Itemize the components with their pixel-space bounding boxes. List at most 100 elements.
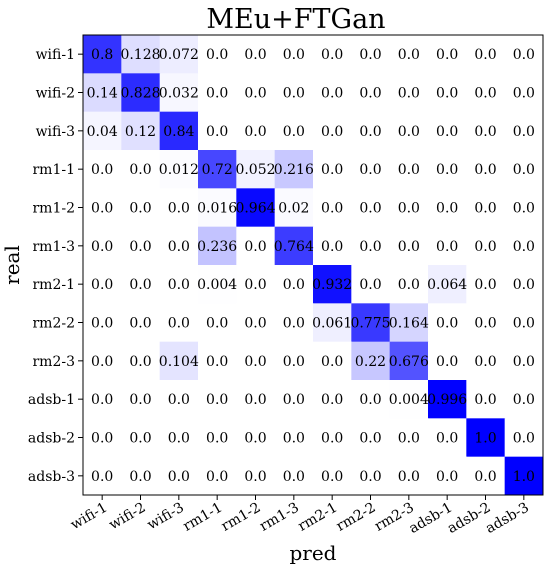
heatmap-cell [236, 35, 276, 74]
heatmap-cell [428, 150, 467, 189]
cell-value-label: 0.04 [87, 124, 118, 140]
heatmap-cell [83, 35, 122, 74]
heatmap-cell [159, 150, 199, 189]
cell-value-label: 0.0 [398, 47, 420, 63]
cell-value-label: 0.0 [244, 124, 266, 140]
heatmap-cell [198, 188, 237, 228]
cell-value-label: 0.14 [87, 86, 118, 102]
heatmap-cell [198, 303, 237, 343]
heatmap-cell [159, 111, 199, 151]
x-tick-label: adsb-3 [483, 500, 532, 537]
cell-value-label: 0.0 [283, 316, 305, 332]
cell-value-label: 0.0 [91, 354, 113, 370]
heatmap-cell [159, 303, 199, 343]
heatmap-cell [466, 35, 506, 74]
heatmap-cell [428, 226, 467, 266]
heatmap-cell [159, 226, 199, 266]
heatmap-cell [159, 380, 199, 419]
cell-value-label: 0.0 [91, 162, 113, 178]
heatmap-cell [428, 380, 467, 419]
cell-value-label: 0.072 [159, 47, 199, 63]
cell-value-label: 0.0 [513, 316, 535, 332]
heatmap-cell [236, 341, 276, 381]
cell-value-label: 0.0 [321, 239, 343, 255]
heatmap-cell [351, 341, 391, 381]
heatmap-cell [236, 226, 276, 266]
heatmap-cell [466, 188, 506, 228]
x-tick-label: wifi-3 [145, 500, 187, 534]
heatmap-cell [159, 418, 199, 458]
y-tick-label: wifi-3 [36, 124, 75, 140]
cell-value-label: 0.0 [91, 316, 113, 332]
y-tick-label: rm2-3 [32, 354, 75, 370]
cell-value-label: 0.0 [321, 162, 343, 178]
heatmap-cell [83, 150, 122, 189]
y-tick-label: rm2-1 [32, 277, 75, 293]
heatmap-cell [236, 418, 276, 458]
heatmap-cell [504, 150, 544, 189]
cell-value-label: 0.0 [398, 239, 420, 255]
cell-value-label: 0.0 [244, 239, 266, 255]
heatmap-cell [159, 341, 199, 381]
cell-value-label: 0.0 [513, 162, 535, 178]
heatmap-cell [274, 188, 314, 228]
cell-value-label: 0.0 [244, 469, 266, 485]
heatmap-cell [504, 73, 544, 113]
cell-value-label: 0.0 [91, 392, 113, 408]
y-tick-label: adsb-1 [28, 392, 75, 408]
cell-value-label: 0.0 [283, 392, 305, 408]
cell-value-label: 1.0 [474, 431, 496, 447]
cell-value-label: 0.0 [359, 162, 381, 178]
heatmap-cell [274, 380, 314, 419]
heatmap-cell [466, 111, 506, 151]
cell-value-label: 0.0 [168, 277, 190, 293]
heatmap-cell [504, 418, 544, 458]
heatmap-cell [313, 380, 352, 419]
cell-value-label: 0.0 [244, 392, 266, 408]
cell-value-label: 0.104 [159, 354, 199, 370]
heatmap-cell [313, 456, 352, 496]
cell-value-label: 0.0 [321, 86, 343, 102]
cell-value-label: 0.0 [206, 124, 228, 140]
cell-value-label: 0.0 [91, 239, 113, 255]
heatmap-cell [236, 111, 276, 151]
heatmap-cell [121, 150, 161, 189]
cell-value-label: 0.0 [321, 354, 343, 370]
heatmap-cell [198, 380, 237, 419]
cell-value-label: 0.932 [312, 277, 352, 293]
x-tick-label: rm2-1 [295, 500, 340, 535]
y-tick-label: rm1-1 [32, 162, 75, 178]
heatmap-cell [121, 73, 161, 113]
cell-value-label: 0.0 [474, 316, 496, 332]
cell-value-label: 0.0 [359, 392, 381, 408]
y-tick-label: wifi-2 [36, 86, 75, 102]
cell-value-label: 0.0 [398, 469, 420, 485]
cell-value-label: 0.0 [359, 431, 381, 447]
heatmap-cell [121, 111, 161, 151]
heatmap-cell [466, 73, 506, 113]
heatmap-cell [198, 111, 237, 151]
x-tick-label: adsb-1 [406, 500, 455, 537]
heatmap-cell [274, 111, 314, 151]
heatmap-cell [83, 265, 122, 304]
cell-value-label: 0.0 [283, 277, 305, 293]
cell-value-label: 0.72 [202, 162, 233, 178]
heatmap-cell [121, 341, 161, 381]
cell-value-label: 0.0 [321, 392, 343, 408]
cell-value-label: 0.0 [474, 124, 496, 140]
heatmap-cell [121, 226, 161, 266]
cell-value-label: 0.0 [283, 354, 305, 370]
heatmap-cell [313, 418, 352, 458]
heatmap-cell [83, 226, 122, 266]
cell-value-label: 0.0 [129, 239, 151, 255]
cell-value-label: 0.0 [321, 431, 343, 447]
heatmap-cell [466, 150, 506, 189]
heatmap-cell [389, 380, 429, 419]
heatmap-cell [389, 111, 429, 151]
heatmap-cell [313, 341, 352, 381]
heatmap-cell [121, 188, 161, 228]
y-tick-label: rm1-3 [32, 239, 75, 255]
heatmap-cell [313, 35, 352, 74]
cell-value-label: 1.0 [513, 469, 535, 485]
